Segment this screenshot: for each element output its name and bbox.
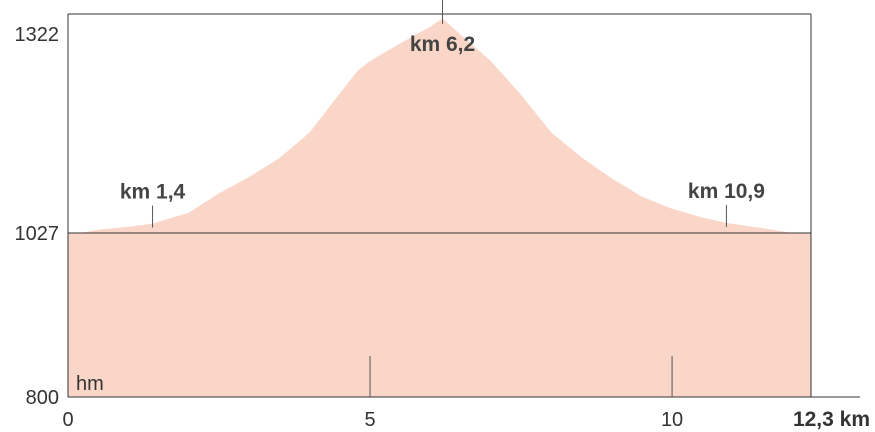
y-tick-label-1322: 1322 — [15, 24, 60, 46]
annotation-2-label: km 6,2 — [410, 33, 475, 56]
x-tick-label-0: 0 — [62, 409, 73, 431]
annotation-3-label: km 10,9 — [688, 180, 765, 203]
tick-marks — [369, 356, 673, 397]
x-tick-label-10: 10 — [661, 409, 683, 431]
y-tick-label-800: 800 — [26, 387, 59, 409]
y-tick-label-1027: 1027 — [15, 223, 60, 245]
plot-frame — [67, 13, 860, 398]
elevation-area — [80, 18, 812, 233]
axis-labels: 800 1027 1322 hm0 5 10 12,3 km — [15, 24, 871, 431]
base-band — [68, 233, 811, 397]
annotation-1-label: km 1,4 — [120, 181, 186, 204]
x-end-label: 12,3 km — [793, 408, 870, 431]
area-layer — [68, 18, 812, 397]
y-unit-label: hm — [76, 373, 104, 395]
x-tick-label-5: 5 — [364, 409, 375, 431]
annotations: km 1,4 km 6,2 km 10,9 — [120, 0, 765, 228]
